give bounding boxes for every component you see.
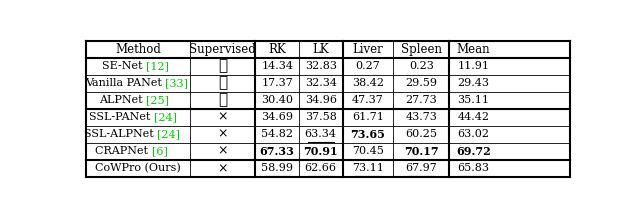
Text: 34.96: 34.96 <box>305 95 337 105</box>
Text: 30.40: 30.40 <box>261 95 293 105</box>
Text: 29.59: 29.59 <box>405 78 437 88</box>
Text: 0.27: 0.27 <box>356 61 380 71</box>
Text: 65.83: 65.83 <box>457 164 489 173</box>
Text: Vanilla PANet: Vanilla PANet <box>85 78 165 88</box>
Text: LK: LK <box>312 43 329 56</box>
Text: [6]: [6] <box>152 146 168 156</box>
Text: 32.34: 32.34 <box>305 78 337 88</box>
Text: 69.72: 69.72 <box>456 146 491 157</box>
Text: 70.45: 70.45 <box>352 146 384 156</box>
Text: 29.43: 29.43 <box>457 78 489 88</box>
Text: 70.17: 70.17 <box>404 146 438 157</box>
Text: 35.11: 35.11 <box>457 95 489 105</box>
Text: 38.42: 38.42 <box>352 78 384 88</box>
Text: Mean: Mean <box>456 43 490 56</box>
Text: 43.73: 43.73 <box>405 112 437 122</box>
Text: 61.71: 61.71 <box>352 112 384 122</box>
Text: 67.33: 67.33 <box>260 146 294 157</box>
Text: SSL-ALPNet [24]: SSL-ALPNet [24] <box>90 129 186 139</box>
Text: ✓: ✓ <box>218 93 227 107</box>
Text: 62.66: 62.66 <box>305 164 337 173</box>
Text: 11.91: 11.91 <box>457 61 489 71</box>
Text: CoWPro (Ours): CoWPro (Ours) <box>95 163 181 174</box>
Text: SE-Net [12]: SE-Net [12] <box>104 61 172 71</box>
Text: ×: × <box>218 145 228 158</box>
Text: ✓: ✓ <box>218 59 227 73</box>
Text: Vanilla PANet [33]: Vanilla PANet [33] <box>86 78 189 88</box>
Text: [33]: [33] <box>165 78 188 88</box>
Text: SE-Net: SE-Net <box>102 61 146 71</box>
Text: 58.99: 58.99 <box>261 164 293 173</box>
Text: ×: × <box>218 128 228 141</box>
Text: ×: × <box>218 111 228 124</box>
Text: SSL-PANet [24]: SSL-PANet [24] <box>94 112 182 122</box>
Text: 54.82: 54.82 <box>261 129 293 139</box>
Text: ✓: ✓ <box>218 76 227 90</box>
Text: 27.73: 27.73 <box>405 95 437 105</box>
Text: 63.02: 63.02 <box>457 129 489 139</box>
Text: [25]: [25] <box>146 95 169 105</box>
Text: [12]: [12] <box>146 61 169 71</box>
Text: 63.34: 63.34 <box>305 129 337 139</box>
Text: Supervised: Supervised <box>189 43 256 56</box>
Text: 60.25: 60.25 <box>405 129 437 139</box>
Text: 17.37: 17.37 <box>261 78 293 88</box>
Text: SSL-PANet: SSL-PANet <box>90 112 154 122</box>
Text: CRAPNet [6]: CRAPNet [6] <box>102 146 174 156</box>
Text: 67.97: 67.97 <box>405 164 437 173</box>
Text: 73.11: 73.11 <box>352 164 384 173</box>
Text: 0.23: 0.23 <box>409 61 434 71</box>
Text: Spleen: Spleen <box>401 43 442 56</box>
Text: 47.37: 47.37 <box>352 95 384 105</box>
Text: [24]: [24] <box>157 129 180 139</box>
Text: SSL-ALPNet: SSL-ALPNet <box>84 129 157 139</box>
Text: 73.65: 73.65 <box>351 129 385 140</box>
Text: ×: × <box>218 162 228 175</box>
Text: ALPNet [25]: ALPNet [25] <box>103 95 173 105</box>
Text: Method: Method <box>115 43 161 56</box>
Text: ALPNet: ALPNet <box>99 95 146 105</box>
Text: CRAPNet: CRAPNet <box>95 146 152 156</box>
Text: [24]: [24] <box>154 112 177 122</box>
Text: 34.69: 34.69 <box>261 112 293 122</box>
Text: 32.83: 32.83 <box>305 61 337 71</box>
Text: 37.58: 37.58 <box>305 112 337 122</box>
Text: 70.91: 70.91 <box>303 146 338 157</box>
Text: Liver: Liver <box>353 43 383 56</box>
Text: RK: RK <box>268 43 286 56</box>
Text: 14.34: 14.34 <box>261 61 293 71</box>
Text: 44.42: 44.42 <box>457 112 489 122</box>
